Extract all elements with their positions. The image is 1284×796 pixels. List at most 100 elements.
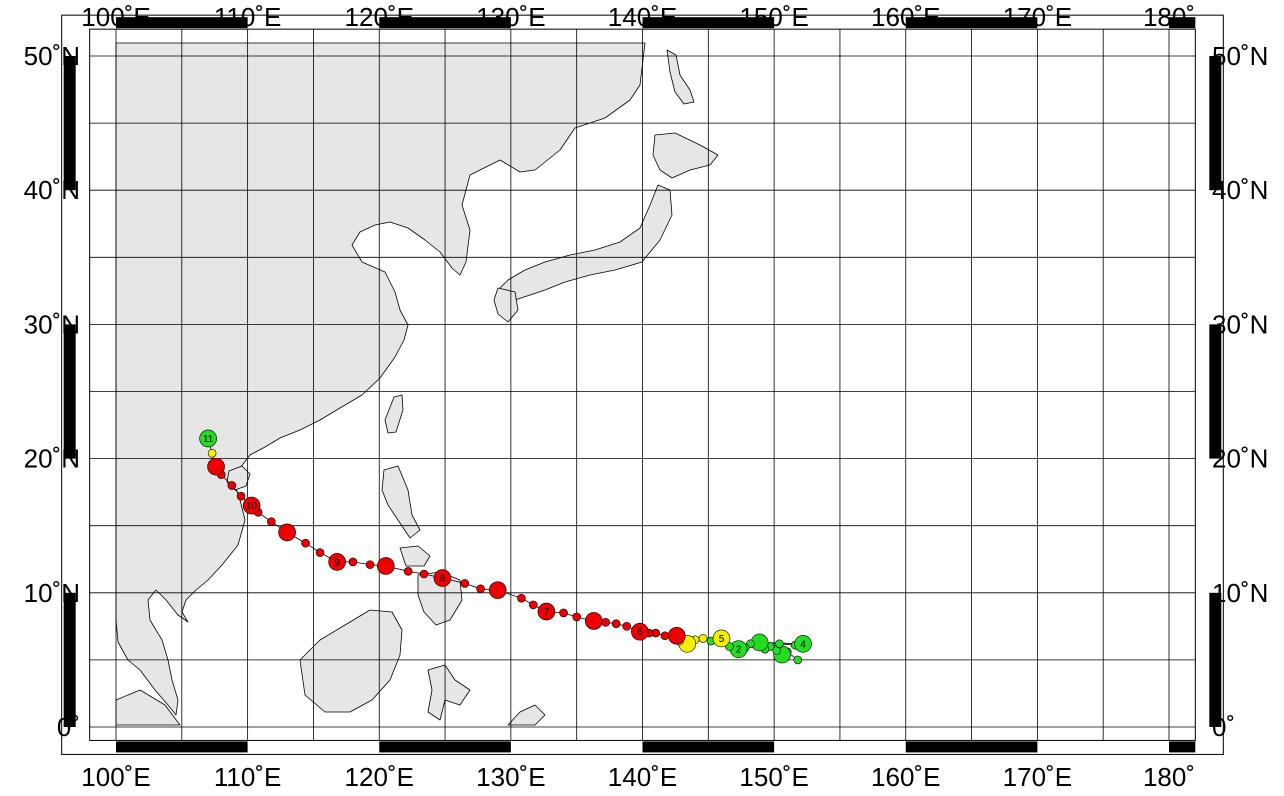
track-point <box>419 569 429 579</box>
lon-label-bottom: 160˚E <box>871 762 940 792</box>
track-point <box>660 631 670 641</box>
track-point <box>460 579 470 588</box>
track-point <box>207 457 225 476</box>
frame-bar-top <box>379 17 511 29</box>
frame-bar-left <box>63 324 76 459</box>
axis-labels: 100˚E 100˚E 110˚E 110˚E 120˚E 120˚E 130˚E 130˚E… <box>24 2 1269 792</box>
day-label: 8 <box>440 574 446 585</box>
hokkaido-island <box>652 132 719 179</box>
track-point <box>207 448 217 458</box>
frame-inner-border <box>89 28 1196 741</box>
day-label: 10 <box>246 501 258 512</box>
track-point <box>667 626 686 645</box>
lat-label-right: 0˚ <box>1212 712 1235 742</box>
track-point <box>365 560 375 569</box>
day-label: 5 <box>719 634 725 645</box>
lat-label-left: 20˚N <box>24 444 80 474</box>
track-point <box>328 553 346 571</box>
lon-label-top: 140˚E <box>608 2 677 32</box>
lon-label-bottom: 150˚E <box>739 762 808 792</box>
track-point <box>236 491 246 501</box>
visayas-islands <box>399 545 431 567</box>
luzon-island <box>381 465 421 539</box>
frame-bar-bottom <box>1169 741 1196 753</box>
track-point <box>775 639 784 649</box>
lat-label-left: 0˚ <box>57 712 80 742</box>
lon-label-top: 160˚E <box>871 2 940 32</box>
lon-label-top: 170˚E <box>1003 2 1072 32</box>
frame-bar-right <box>1209 592 1222 727</box>
day-label: 7 <box>544 607 550 618</box>
lat-label-right: 30˚N <box>1212 309 1268 339</box>
lat-label-right: 20˚N <box>1212 444 1268 474</box>
lat-label-left: 50˚N <box>24 41 80 71</box>
track-point <box>433 569 452 587</box>
track-point <box>488 581 507 599</box>
frame-bar-top <box>642 17 775 29</box>
land-layer <box>115 42 719 726</box>
day-label: 11 <box>203 434 214 445</box>
graticule <box>89 29 1196 741</box>
lon-label-bottom: 180˚ <box>1143 762 1195 792</box>
frame-bar-top <box>905 17 1038 29</box>
track-point <box>278 523 296 542</box>
track-point <box>622 622 632 631</box>
frame-bar-top <box>116 17 248 29</box>
lon-label-bottom: 100˚E <box>81 762 150 792</box>
lat-label-right: 40˚N <box>1212 175 1268 205</box>
track-point <box>601 618 610 627</box>
track-point <box>403 567 413 576</box>
frame-bar-right <box>1209 56 1222 191</box>
day-label: 4 <box>800 639 806 650</box>
track-point <box>242 496 261 515</box>
map-frame <box>61 14 1224 755</box>
lon-label-top: 100˚E <box>81 2 150 32</box>
kyushu-island <box>493 287 519 323</box>
track-point <box>377 557 395 575</box>
frame-bar-top <box>1169 17 1196 29</box>
track-point <box>794 634 812 653</box>
track-point <box>199 429 217 448</box>
frame-bar-bottom <box>379 741 511 753</box>
frame-outer-border <box>61 14 1224 755</box>
lon-label-top: 120˚E <box>345 2 414 32</box>
lon-label-top: 150˚E <box>739 2 808 32</box>
lon-label-bottom: 170˚E <box>1003 762 1072 792</box>
lon-label-bottom: 140˚E <box>608 762 677 792</box>
sakhalin-island <box>666 49 695 105</box>
track-point <box>517 593 526 603</box>
track-point <box>559 608 568 618</box>
track-point <box>698 634 708 643</box>
frame-bar-bottom <box>116 741 248 753</box>
track-point <box>584 612 603 630</box>
track-point <box>793 655 803 665</box>
track-point <box>301 538 310 548</box>
track-point <box>267 517 276 526</box>
day-label: 9 <box>334 557 340 568</box>
lon-label-bottom: 110˚E <box>214 762 281 792</box>
lon-label-top: 180˚ <box>1143 2 1195 32</box>
track-point <box>528 600 538 610</box>
lon-label-top: 130˚E <box>476 2 545 32</box>
day-label: 6 <box>637 627 643 638</box>
track-point <box>476 584 485 594</box>
asia-mainland <box>115 42 646 716</box>
frame-bar-bottom <box>905 741 1038 753</box>
lat-label-left: 30˚N <box>24 309 80 339</box>
sulawesi-island <box>427 664 471 721</box>
taiwan-island <box>384 394 404 434</box>
track-point <box>572 612 581 622</box>
frame-bar-left <box>63 592 76 727</box>
lon-label-bottom: 130˚E <box>476 762 545 792</box>
lat-label-right: 50˚N <box>1212 41 1268 71</box>
track-point <box>227 481 237 490</box>
frame-bar-right <box>1209 324 1222 459</box>
track-point <box>537 602 556 621</box>
track-point <box>315 548 325 557</box>
lon-label-bottom: 120˚E <box>345 762 414 792</box>
day-label: 2 <box>736 645 742 656</box>
lat-label-right: 10˚N <box>1212 578 1268 608</box>
track-point <box>631 622 649 641</box>
frame-bar-bottom <box>642 741 775 753</box>
